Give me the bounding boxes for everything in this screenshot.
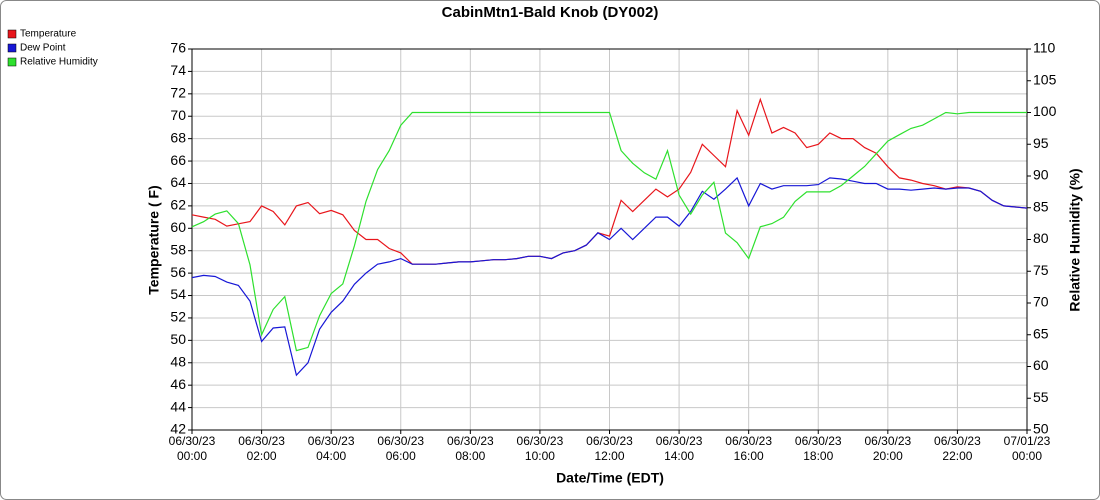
y2-tick-label: 95 [1033, 135, 1049, 151]
y2-tick-label: 75 [1033, 262, 1049, 278]
data-line [191, 111, 1027, 352]
x-tick-label: 06/30/23 02:00 [238, 434, 285, 463]
y2-tick-label: 80 [1033, 230, 1049, 246]
x-axis-title: Date/Time (EDT) [556, 470, 664, 486]
x-tick-label: 06/30/23 12:00 [586, 434, 633, 463]
x-tick-label: 07/01/23 00:00 [1004, 434, 1051, 463]
x-tick-label: 06/30/23 16:00 [725, 434, 772, 463]
y-tick-label: 62 [170, 197, 186, 213]
y-tick-label: 70 [170, 107, 186, 123]
legend-swatch [7, 57, 17, 67]
x-tick-label: 06/30/23 04:00 [308, 434, 355, 463]
x-tick-label: 06/30/23 18:00 [795, 434, 842, 463]
y-tick-label: 50 [170, 331, 186, 347]
y-tick-label: 54 [170, 286, 186, 302]
y2-tick-label: 55 [1033, 389, 1049, 405]
legend-swatch [7, 29, 17, 39]
plot-frame [191, 48, 1028, 431]
y2-tick-label: 70 [1033, 294, 1049, 310]
y-tick-label: 72 [170, 85, 186, 101]
data-line [191, 97, 1028, 265]
y-tick-label: 66 [170, 152, 186, 168]
x-tick-label: 06/30/23 14:00 [656, 434, 703, 463]
y-tick-label: 64 [170, 174, 186, 190]
x-tick-label: 06/30/23 00:00 [169, 434, 216, 463]
legend-swatch [7, 43, 17, 53]
x-tick-label: 06/30/23 20:00 [864, 434, 911, 463]
y-tick-label: 52 [170, 309, 186, 325]
x-tick-label: 06/30/23 22:00 [934, 434, 981, 463]
y2-tick-label: 50 [1033, 421, 1049, 437]
y-tick-label: 42 [170, 421, 186, 437]
y-tick-label: 46 [170, 376, 186, 392]
y-tick-label: 74 [170, 62, 186, 78]
y2-tick-label: 60 [1033, 357, 1049, 373]
y2-tick-label: 100 [1033, 103, 1057, 119]
y2-tick-label: 90 [1033, 167, 1049, 183]
y-tick-label: 44 [170, 398, 186, 414]
y2-axis-title: Relative Humidity (%) [1067, 168, 1083, 311]
y-tick-label: 58 [170, 241, 186, 257]
y-tick-label: 48 [170, 353, 186, 369]
y-axis-title: Temperature ( F) [146, 185, 162, 294]
x-tick-label: 06/30/23 08:00 [447, 434, 494, 463]
y-tick-label: 56 [170, 264, 186, 280]
y-tick-label: 68 [170, 129, 186, 145]
y2-tick-label: 105 [1033, 71, 1057, 87]
y2-tick-label: 65 [1033, 325, 1049, 341]
legend-label: Temperature [20, 29, 77, 40]
data-line [191, 176, 1028, 377]
x-tick-label: 06/30/23 10:00 [517, 434, 564, 463]
legend-label: Dew Point [20, 43, 66, 54]
y-tick-label: 76 [170, 40, 186, 56]
y2-tick-label: 85 [1033, 198, 1049, 214]
chart-title: CabinMtn1-Bald Knob (DY002) [442, 4, 659, 21]
x-tick-label: 06/30/23 06:00 [377, 434, 424, 463]
y-tick-label: 60 [170, 219, 186, 235]
y2-tick-label: 110 [1033, 40, 1056, 56]
legend-label: Relative Humidity [20, 57, 98, 68]
